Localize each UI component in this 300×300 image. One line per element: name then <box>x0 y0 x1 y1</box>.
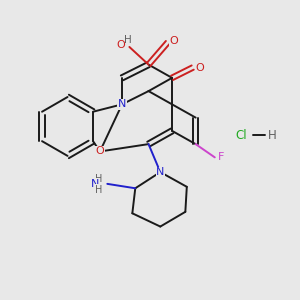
Text: N: N <box>118 99 126 110</box>
Text: O: O <box>196 63 204 73</box>
Text: N: N <box>91 179 99 189</box>
Text: O: O <box>116 40 125 50</box>
Text: H: H <box>268 129 277 142</box>
Text: O: O <box>170 36 178 46</box>
Text: O: O <box>96 146 104 157</box>
Text: H: H <box>95 174 103 184</box>
Text: H: H <box>95 185 103 195</box>
Text: H: H <box>124 35 132 46</box>
Text: N: N <box>156 167 164 177</box>
Text: Cl: Cl <box>236 129 247 142</box>
Text: F: F <box>218 152 224 162</box>
